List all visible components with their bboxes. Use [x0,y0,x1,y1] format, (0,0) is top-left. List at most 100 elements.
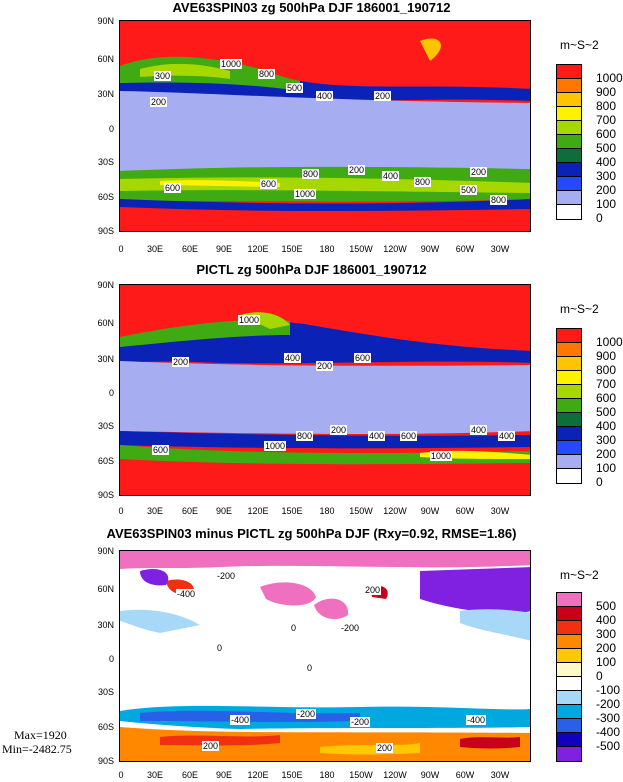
lat-label: 90N [97,546,114,556]
contour-field [120,551,530,761]
colorbar-label: 300 [596,627,617,641]
contour-label: 400 [498,431,516,441]
colorbar-label: 300 [596,433,617,447]
contour-label: 200 [150,97,168,107]
lon-label: 180 [319,770,335,780]
units-label: m~S~2 [560,38,599,52]
contour-label: 400 [316,91,334,101]
contour-label: 1000 [264,441,287,451]
contour-field [120,21,530,231]
lon-label: 60E [181,770,198,780]
lon-label: 150E [281,770,303,780]
lon-label: 90W [420,506,440,516]
contour-label: 300 [154,71,172,81]
contour-label: 200 [316,361,334,371]
lat-label: 90S [97,756,114,766]
colorbar-label: 500 [596,141,617,155]
colorbar-label: 300 [596,169,617,183]
lon-label: 120W [383,770,407,780]
contour-label: 400 [284,353,302,363]
map-plot: 1000 800 500 400 200 200 300 200 400 600… [119,20,531,232]
lon-label: 180 [319,244,335,254]
contour-label: 600 [164,183,182,193]
lat-label: 60N [97,54,114,64]
lat-label: 90N [97,280,114,290]
lon-label: 120W [383,244,407,254]
colorbar-label: 200 [596,447,617,461]
contour-label: 800 [490,195,508,205]
contour-label: 0 [216,643,224,653]
contour-label: 400 [368,431,386,441]
colorbar-label: 600 [596,391,617,405]
contour-label: 800 [296,431,314,441]
colorbar-label: 0 [596,211,603,225]
colorbar-label: 500 [596,599,617,613]
contour-label: -200 [296,709,317,719]
contour-label: -400 [230,715,251,725]
lon-label: 90E [215,770,232,780]
contour-label: 1000 [238,315,261,325]
contour-label: 200 [348,165,366,175]
colorbar-label: -400 [596,725,621,739]
lon-label: 30E [146,244,163,254]
contour-label: 800 [258,69,276,79]
colorbar-label: 200 [596,641,617,655]
colorbar-label: -500 [596,739,621,753]
map-plot: 1000 400 200 600 200 800 200 400 600 400… [119,284,531,496]
panel-title: PICTL zg 500hPa DJF 186001_190712 [196,262,427,277]
lat-label: 90S [97,226,114,236]
lon-label: 60W [455,244,475,254]
lat-label: 30N [97,620,114,630]
contour-label: 200 [374,91,392,101]
colorbar-label: 800 [596,363,617,377]
lat-label: 0 [108,124,114,134]
lon-label: 120W [383,506,407,516]
contour-label: 200 [172,357,190,367]
contour-label: 0 [306,663,314,673]
lon-label: 90E [215,244,232,254]
colorbar-label: 400 [596,155,617,169]
lon-label: 120E [247,770,269,780]
map-plot: -200 -400 200 0 -200 0 0 -400 -200 -200 … [119,550,531,762]
lat-label: 60S [97,192,114,202]
panel-title: AVE63SPIN03 zg 500hPa DJF 186001_190712 [172,0,451,15]
colorbar-label: -100 [596,683,621,697]
lon-label: 90W [420,770,440,780]
colorbar-label: 700 [596,113,617,127]
lon-label: 30W [490,770,510,780]
lon-label: 90W [420,244,440,254]
units-label: m~S~2 [560,568,599,582]
colorbar-label: 100 [596,197,617,211]
contour-label: 1000 [294,189,317,199]
lat-label: 0 [108,654,114,664]
contour-label: 200 [376,743,394,753]
contour-label: 1000 [220,59,243,69]
contour-label: 600 [354,353,372,363]
lat-label: 60S [97,722,114,732]
panel-model: AVE63SPIN03 zg 500hPa DJF 186001_190712 … [0,0,623,262]
lon-label: 60W [455,770,475,780]
colorbar-label: 100 [596,461,617,475]
contour-label: 400 [382,171,400,181]
max-value-text: Max=1920 [14,728,67,742]
colorbar-label: 500 [596,405,617,419]
lon-label: 120E [247,506,269,516]
colorbar-label: 0 [596,475,603,489]
lat-label: 60S [97,456,114,466]
colorbar-label: -200 [596,697,621,711]
contour-label: -400 [466,715,487,725]
colorbar-swatch [556,468,582,484]
lon-label: 60E [181,506,198,516]
contour-label: 1000 [430,451,453,461]
min-value-text: Min=-2482.75 [2,742,72,756]
lat-label: 30S [97,421,114,431]
contour-label: 200 [470,167,488,177]
colorbar-label: 700 [596,377,617,391]
lat-label: 30N [97,354,114,364]
lon-label: 30E [146,506,163,516]
lon-label: 0 [118,770,124,780]
lon-label: 30W [490,244,510,254]
colorbar-label: 1000 [596,71,623,85]
contour-label: 0 [290,623,298,633]
contour-label: 200 [202,741,220,751]
